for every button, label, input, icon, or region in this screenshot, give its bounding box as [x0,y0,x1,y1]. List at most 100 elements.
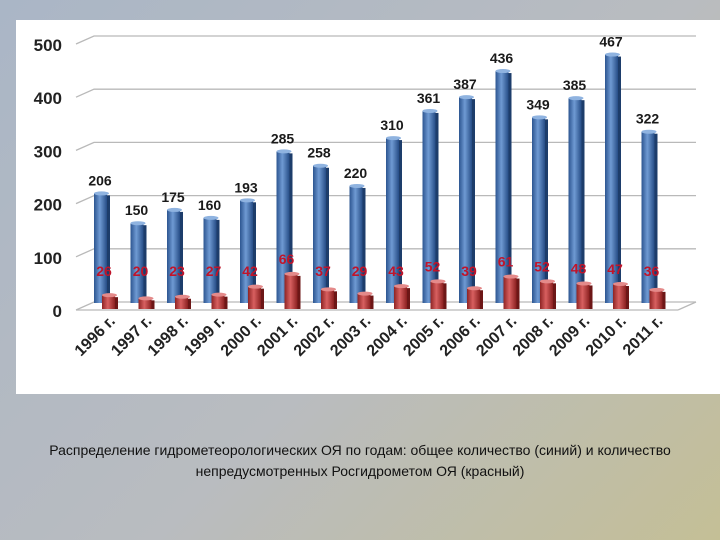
bar-red [357,293,371,309]
bar-red-top [613,281,628,286]
x-tick-label: 2004 г. [364,313,411,360]
y-tick-label: 100 [34,249,62,268]
bar-red-top [357,291,373,296]
y-tick-label: 200 [34,196,62,215]
bar-blue-top [641,129,657,134]
data-label-total: 467 [599,34,623,50]
bar-red [430,281,444,309]
bar-blue-top [130,221,146,226]
bar-blue-top [459,95,474,100]
x-tick-label: 2007 г. [473,313,520,360]
bar-blue-top [495,69,511,74]
bar-red-top [394,284,409,289]
x-tick-label: 1999 г. [181,313,228,360]
bar-blue-top [203,215,219,220]
bar-red-top [503,274,519,279]
bar-blue-side [326,167,329,303]
bar-red-side [480,290,483,309]
bar-blue-top [313,163,328,168]
data-label-total: 258 [307,145,331,161]
bar-blue [240,200,253,303]
bar-red [138,298,152,309]
bar-blue-top [167,207,182,212]
floor-edge [677,301,697,311]
bar-blue [167,209,180,303]
bar-red-top [649,287,665,292]
data-label-unforeseen: 36 [644,263,660,279]
y-tick-label: 400 [34,89,62,108]
chart-caption: Распределение гидрометеорологических ОЯ … [49,442,671,479]
bar-red-side [261,288,264,309]
data-label-unforeseen: 27 [206,263,222,279]
bar-blue-side [216,219,220,303]
data-label-total: 160 [198,197,222,213]
bar-red-side [224,296,228,309]
bar-blue-top [276,149,292,154]
bar-red-side [370,295,374,309]
bar-blue-top [94,191,109,196]
bar-blue-side [472,99,475,303]
bar-blue [203,217,217,303]
bar-red [321,289,334,309]
data-label-total: 220 [344,165,368,181]
data-label-total: 322 [636,111,660,127]
bar-blue [276,151,290,303]
bar-blue-side [107,195,110,303]
data-label-unforeseen: 20 [133,263,149,279]
bar-red-top [138,296,154,301]
bar-red-side [553,283,556,309]
bar-red [649,289,663,309]
bar-blue-side [435,112,439,303]
bar-red-side [443,283,447,309]
x-tick-label: 1996 г. [72,313,119,360]
bar-red-top [211,292,227,297]
x-tick-label: 2005 г. [400,313,447,360]
bar-blue [568,98,582,304]
gridline [75,301,696,311]
bar-blue-side [581,100,585,304]
bar-red [284,273,298,309]
bar-blue-top [422,108,438,113]
data-label-unforeseen: 66 [279,251,295,267]
bar-blue-top [605,52,620,57]
x-tick-label: 2009 г. [546,313,593,360]
bar-red-top [576,281,592,286]
data-label-unforeseen: 61 [498,254,514,270]
bar-blue-side [508,73,512,303]
bar-red [102,295,115,309]
bar-blue-side [399,140,402,303]
bar-red-top [467,286,482,291]
bar-chart: 0 100 200 300 400 500 206 26 150 20 175 23 160 27 193… [34,34,697,360]
bar-red-top [284,271,300,276]
bar-blue-top [386,136,401,141]
y-tick-label: 500 [34,36,62,55]
bar-red-top [248,284,263,289]
x-tick-label: 2011 г. [620,313,666,359]
data-label-unforeseen: 43 [388,263,404,279]
bar-red-top [175,294,190,299]
x-tick-label: 2003 г. [327,313,374,360]
bar-red-top [102,293,117,298]
bars [94,52,666,309]
data-labels: 206 26 150 20 175 23 160 27 193 42 285 66 258 37 220 29… [88,34,659,279]
data-label-unforeseen: 42 [242,263,258,279]
bar-blue-side [289,153,293,303]
data-label-unforeseen: 29 [352,263,368,279]
data-label-unforeseen: 37 [315,263,331,279]
bar-red [467,288,480,309]
gridline [75,35,696,45]
data-label-total: 310 [380,117,404,133]
x-tick-label: 1998 г. [145,313,192,360]
bar-blue [459,97,472,303]
bar-blue-top [349,183,365,188]
x-axis-ticks: 1996 г.1997 г.1998 г.1999 г.2000 г.2001 … [72,313,667,360]
data-label-unforeseen: 48 [571,260,587,276]
x-tick-label: 2001 г. [254,313,301,360]
bar-red-side [334,291,337,309]
bar-blue [386,138,399,303]
data-label-total: 206 [88,172,112,188]
bar-blue [130,223,144,303]
data-label-unforeseen: 23 [169,263,185,279]
data-label-total: 385 [563,77,587,93]
x-tick-label: 2010 г. [583,313,630,360]
